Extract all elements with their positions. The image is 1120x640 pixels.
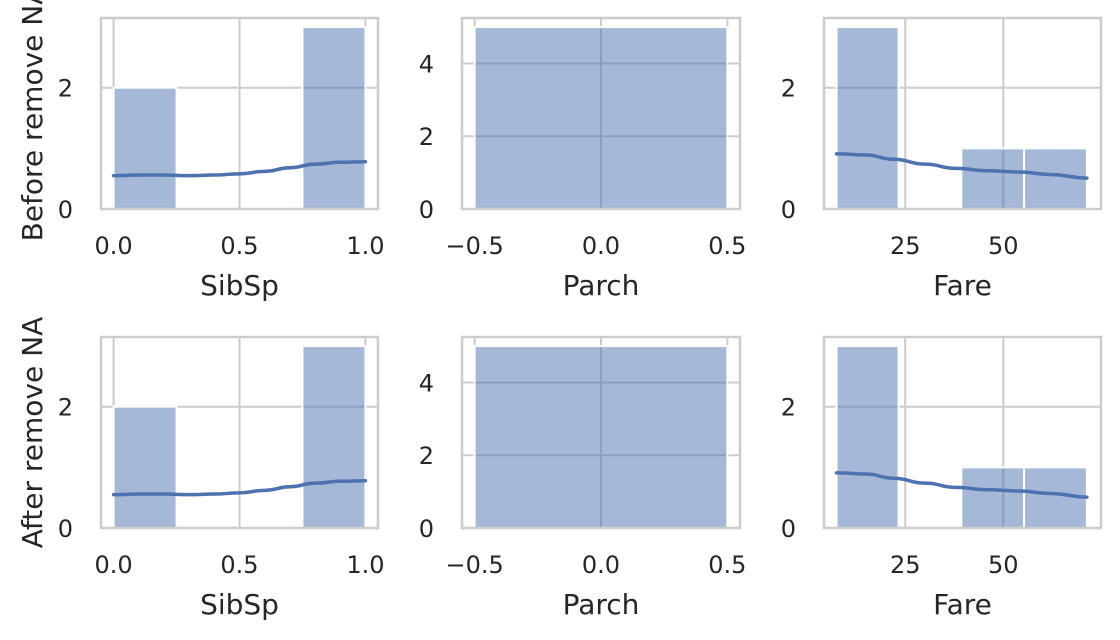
x-axis-label: Parch <box>563 269 640 302</box>
axes-frame <box>822 16 1103 211</box>
histogram-bar <box>835 26 900 210</box>
y-tick-label: 0 <box>419 196 434 224</box>
histogram-bar <box>301 26 367 210</box>
x-axis-label: SibSp <box>200 588 279 621</box>
kde-line <box>111 159 368 178</box>
y-tick-label: 2 <box>419 442 434 470</box>
kde-line <box>111 478 368 497</box>
y-tick-label: 0 <box>781 196 796 224</box>
axes-frame <box>460 16 742 211</box>
y-tick-label: 0 <box>58 196 73 224</box>
x-tick-label: 25 <box>890 551 921 579</box>
row-label: After remove NA <box>16 317 49 548</box>
y-tick-label: 2 <box>58 394 73 422</box>
x-tick-label: −0.5 <box>445 551 503 579</box>
x-tick-label: 1.0 <box>346 232 384 260</box>
histogram-bar <box>835 345 900 529</box>
histogram-bar <box>473 26 729 210</box>
axes-frame <box>99 16 380 211</box>
axes-frame <box>99 335 380 530</box>
chart-panel-0: 0.0 0.5 1.0 0 2 SibSp Before remove NA <box>16 0 384 302</box>
x-axis-label: Fare <box>933 269 992 302</box>
chart-panel-2: 25 50 0 2 Fare <box>781 16 1103 302</box>
histogram-bar <box>112 86 178 210</box>
x-tick-label: 50 <box>988 551 1019 579</box>
kde-line <box>834 152 1089 180</box>
x-tick-label: 0.0 <box>95 551 133 579</box>
chart-panel-5: 25 50 0 2 Fare <box>781 335 1103 621</box>
axes-frame <box>822 335 1103 530</box>
x-tick-label: −0.5 <box>445 232 503 260</box>
chart-panel-4: −0.5 0.0 0.5 0 2 4 Parch <box>419 335 746 621</box>
histogram-bar <box>960 147 1026 211</box>
chart-panel-1: −0.5 0.0 0.5 0 2 4 Parch <box>419 16 746 302</box>
histogram-bar <box>473 345 729 529</box>
x-axis-label: SibSp <box>200 269 279 302</box>
x-tick-label: 0.0 <box>95 232 133 260</box>
y-tick-label: 2 <box>781 75 796 103</box>
x-tick-label: 1.0 <box>346 551 384 579</box>
x-axis-label: Fare <box>933 588 992 621</box>
x-axis-label: Parch <box>563 588 640 621</box>
kde-line <box>834 471 1089 499</box>
histogram-bar <box>301 345 367 529</box>
x-tick-label: 0.5 <box>708 551 746 579</box>
y-tick-label: 2 <box>781 394 796 422</box>
y-tick-label: 4 <box>419 369 434 397</box>
y-tick-label: 2 <box>58 75 73 103</box>
chart-panel-3: 0.0 0.5 1.0 0 2 SibSp After remove NA <box>16 317 384 621</box>
row-label: Before remove NA <box>16 0 49 241</box>
y-tick-label: 0 <box>781 515 796 543</box>
x-tick-label: 50 <box>988 232 1019 260</box>
x-tick-label: 0.0 <box>582 232 620 260</box>
x-tick-label: 0.0 <box>582 551 620 579</box>
x-tick-label: 0.5 <box>220 232 258 260</box>
y-tick-label: 4 <box>419 50 434 78</box>
y-tick-label: 0 <box>419 515 434 543</box>
axes-frame <box>460 335 742 530</box>
x-tick-label: 0.5 <box>708 232 746 260</box>
histogram-bar <box>112 405 178 530</box>
x-tick-label: 25 <box>890 232 921 260</box>
histogram-bar <box>960 466 1026 530</box>
x-tick-label: 0.5 <box>220 551 258 579</box>
y-tick-label: 2 <box>419 123 434 151</box>
y-tick-label: 0 <box>58 515 73 543</box>
